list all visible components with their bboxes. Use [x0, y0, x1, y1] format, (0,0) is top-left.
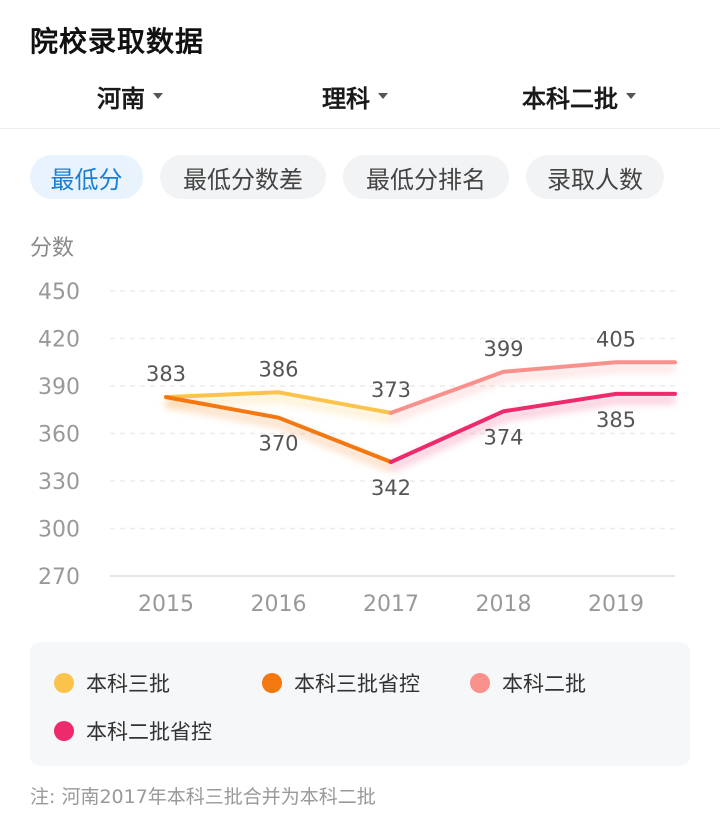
- y-tick-label: 330: [38, 470, 80, 495]
- data-label: 373: [371, 378, 411, 402]
- tab-label: 最低分: [50, 165, 123, 194]
- legend-dot: [54, 721, 74, 741]
- y-tick-label: 360: [38, 423, 80, 448]
- data-label: 374: [483, 425, 523, 449]
- x-tick-label: 2018: [476, 592, 532, 617]
- legend-label: 本科三批省控: [294, 672, 420, 696]
- data-label: 405: [596, 327, 636, 351]
- tab-admission-count[interactable]: 录取人数: [526, 155, 664, 199]
- filter-bar: 河南 理科 本科二批: [0, 72, 720, 122]
- chart-legend: 本科三批 本科三批省控 本科二批 本科二批省控: [30, 642, 690, 766]
- series-glow: [165, 399, 393, 472]
- series-glow: [165, 394, 392, 423]
- legend-item: 本科三批省控: [262, 668, 420, 698]
- y-tick-label: 390: [38, 375, 80, 400]
- y-tick-label: 450: [38, 280, 80, 305]
- x-tick-label: 2016: [251, 592, 307, 617]
- batch-label: 本科二批: [522, 84, 618, 113]
- legend-label: 本科二批省控: [86, 720, 212, 744]
- legend-item: 本科二批省控: [54, 716, 212, 746]
- tab-min-score-diff[interactable]: 最低分数差: [160, 155, 326, 199]
- caret-down-icon: [626, 93, 636, 99]
- score-line-chart: 分数 270 300 330 360 390 420 450 2015 2016 2017 2018…: [30, 236, 677, 617]
- x-tick-label: 2017: [363, 592, 419, 617]
- subject-label: 理科: [322, 84, 370, 113]
- tab-label: 最低分排名: [366, 165, 486, 194]
- legend-item: 本科二批: [470, 668, 586, 698]
- data-label: 399: [483, 337, 523, 361]
- series-line: [389, 360, 677, 415]
- series-line: [164, 395, 393, 464]
- y-tick-label: 420: [38, 328, 80, 353]
- legend-label: 本科三批: [86, 672, 170, 696]
- data-label: 383: [146, 362, 186, 386]
- series-glow: [389, 364, 675, 423]
- tab-min-score-rank[interactable]: 最低分排名: [343, 155, 509, 199]
- legend-dot: [262, 673, 282, 693]
- legend-dot: [54, 673, 74, 693]
- legend-dot: [470, 673, 490, 693]
- legend-label: 本科二批: [502, 672, 586, 696]
- subject-dropdown[interactable]: 理科: [322, 72, 388, 120]
- caret-down-icon: [153, 93, 163, 99]
- page-title: 院校录取数据: [30, 25, 205, 58]
- x-tick-label: 2015: [138, 592, 194, 617]
- y-axis-title: 分数: [30, 236, 74, 261]
- caret-down-icon: [378, 93, 388, 99]
- province-label: 河南: [97, 84, 145, 113]
- tab-min-score[interactable]: 最低分: [30, 155, 143, 199]
- series-line: [164, 390, 393, 415]
- y-tick-label: 270: [38, 565, 80, 590]
- province-dropdown[interactable]: 河南: [97, 72, 163, 120]
- data-label: 385: [596, 408, 636, 432]
- data-label: 386: [258, 357, 298, 381]
- batch-dropdown[interactable]: 本科二批: [522, 72, 636, 120]
- series-line: [389, 391, 677, 464]
- tab-label: 最低分数差: [183, 165, 303, 194]
- footnote: 注: 河南2017年本科三批合并为本科二批: [30, 786, 376, 808]
- x-tick-label: 2019: [588, 592, 644, 617]
- data-label: 370: [258, 432, 298, 456]
- y-tick-label: 300: [38, 518, 80, 543]
- divider: [0, 128, 720, 129]
- legend-item: 本科三批: [54, 668, 170, 698]
- data-label: 342: [371, 476, 411, 500]
- series-glow: [389, 395, 675, 472]
- tab-label: 录取人数: [547, 165, 643, 194]
